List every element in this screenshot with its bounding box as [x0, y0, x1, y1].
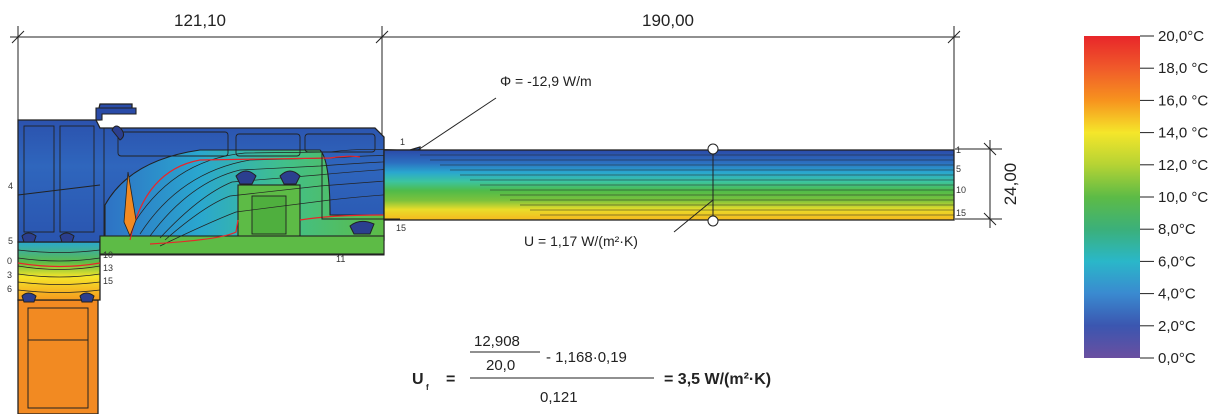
frame-critical-isotherm: [129, 155, 385, 245]
isotherm-label: 15: [103, 276, 113, 286]
color-scale-label: 18,0 °C: [1158, 60, 1208, 77]
isotherm-label: 10: [956, 185, 966, 195]
frame-top-hook: [95, 107, 137, 121]
color-scale-label: 4,0°C: [1158, 286, 1196, 303]
isotherm-label: 1: [956, 145, 961, 155]
color-scale-label: 0,0°C: [1158, 350, 1196, 367]
color-scale-label: 10,0 °C: [1158, 189, 1208, 206]
isotherm-labels-frame: 1 4 5 0 3 6 10 13 15 11 15: [7, 137, 406, 294]
sealant-strip: [123, 171, 137, 238]
color-scale-label: 2,0°C: [1158, 318, 1196, 335]
u-section-bottom-point: [707, 215, 719, 227]
formula-numerator-rest: - 1,168·0,19: [546, 349, 627, 366]
formula-denominator: 0,121: [540, 389, 578, 406]
color-scale-label: 20,0°C: [1158, 28, 1204, 45]
color-scale-label: 16,0 °C: [1158, 92, 1208, 109]
dimension-width-right: 190,00: [642, 11, 694, 30]
panel-isotherms: [420, 154, 954, 216]
isotherm-label: 5: [956, 164, 961, 174]
dimension-width-left: 121,10: [174, 11, 226, 30]
isotherm-label: 4: [8, 181, 13, 191]
gaskets: [21, 125, 375, 303]
isotherm-label: 6: [7, 284, 12, 294]
u-value-annotation: U = 1,17 W/(m²·K): [524, 233, 638, 249]
uf-formula: U f = 12,908 20,0 - 1,168·0,19 0,121 = 3…: [412, 333, 771, 406]
annotation-leaders: [417, 97, 714, 233]
isotherm-label: 15: [396, 223, 406, 233]
window-profile: [17, 103, 461, 414]
phi-annotation: Φ = -12,9 W/m: [500, 73, 592, 89]
color-scale-label: 8,0°C: [1158, 221, 1196, 238]
isotherm-labels-panel: 1 5 10 15: [956, 145, 966, 218]
isotherm-label: 0: [7, 256, 12, 266]
u-section-top-point: [707, 143, 719, 155]
isotherm-label: 11: [336, 254, 345, 264]
temperature-color-scale: 20,0°C 18,0 °C 16,0 °C 14,0 °C 12,0 °C 10,0 °…: [1084, 28, 1208, 367]
isotherm-label: 5: [8, 236, 13, 246]
dimension-lines: [10, 26, 1002, 228]
panel-section: [321, 143, 955, 227]
dimension-thickness: 24,00: [1001, 163, 1020, 206]
formula-numerator-top: 12,908: [474, 333, 520, 350]
formula-equals: =: [446, 371, 455, 388]
color-scale-label: 14,0 °C: [1158, 125, 1208, 142]
formula-subscript: f: [426, 383, 429, 392]
formula-result: = 3,5 W/(m²·K): [664, 371, 771, 388]
isotherm-label: 15: [956, 208, 966, 218]
sash-lower-orange: [17, 299, 99, 414]
formula-numerator-bottom: 20,0: [486, 357, 515, 374]
color-scale-bar: [1084, 36, 1140, 358]
isotherm-label: 10: [103, 250, 113, 260]
color-scale-label: 6,0°C: [1158, 253, 1196, 270]
isotherm-label: 13: [103, 263, 113, 273]
formula-symbol: U: [412, 371, 424, 388]
isotherm-label: 3: [7, 270, 12, 280]
isotherm-label: 1: [400, 137, 405, 147]
phi-region-outline: [321, 152, 400, 220]
color-scale-label: 12,0 °C: [1158, 157, 1208, 174]
